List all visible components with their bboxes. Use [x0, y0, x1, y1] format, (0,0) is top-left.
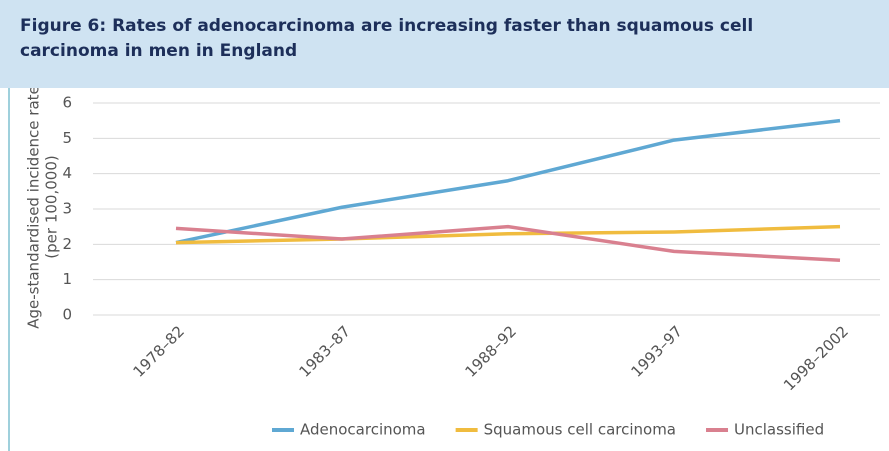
- y-tick-label: 6: [62, 94, 72, 112]
- y-axis-label: (per 100,000): [43, 155, 61, 258]
- series-line: [175, 118, 841, 245]
- x-tick-label: 1998–2002: [780, 322, 852, 394]
- y-tick-label: 1: [62, 270, 72, 288]
- legend-label: Adenocarcinoma: [300, 421, 426, 439]
- x-tick-label: 1983–87: [295, 322, 354, 381]
- x-tick-label: 1993–97: [627, 322, 686, 381]
- legend-label: Squamous cell carcinoma: [484, 421, 676, 439]
- chart: Age-standardised incidence rate (per 100…: [8, 88, 880, 451]
- x-tick-label: 1988–92: [461, 322, 520, 381]
- x-tick-label: 1978–82: [129, 322, 188, 381]
- y-tick-label: 2: [62, 235, 72, 253]
- y-axis-label: Age-standardised incidence rate: [25, 88, 43, 329]
- legend-label: Unclassified: [734, 421, 824, 439]
- y-tick-label: 5: [62, 129, 72, 147]
- series-line: [175, 224, 841, 245]
- chart-title: Figure 6: Rates of adenocarcinoma are in…: [20, 16, 754, 61]
- series-line: [175, 224, 841, 262]
- y-tick-label: 4: [62, 164, 72, 182]
- y-tick-label: 3: [62, 200, 72, 218]
- header: Figure 6: Rates of adenocarcinoma are in…: [0, 0, 889, 88]
- y-tick-label: 0: [62, 306, 72, 324]
